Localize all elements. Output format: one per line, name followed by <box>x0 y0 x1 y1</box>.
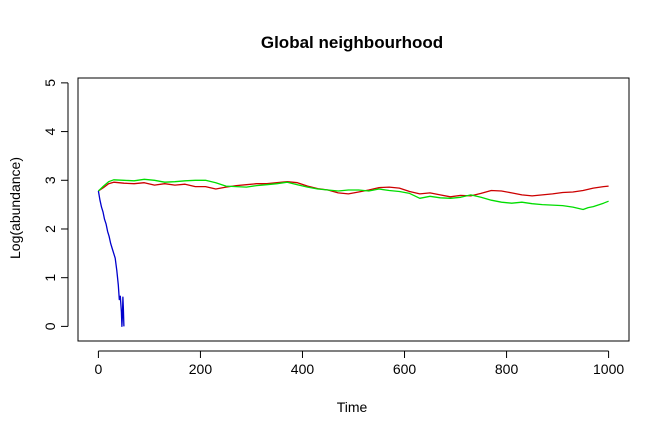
x-tick-label: 600 <box>393 361 417 377</box>
chart-title: Global neighbourhood <box>261 33 443 52</box>
series-layer <box>97 178 609 328</box>
ticks-layer: 0 200 400 600 800 1000 0 1 2 3 4 5 <box>42 79 624 377</box>
y-tick-label: 3 <box>42 176 58 184</box>
x-tick-label: 200 <box>189 361 213 377</box>
x-tick-label: 0 <box>95 361 103 377</box>
x-tick-label: 800 <box>495 361 519 377</box>
y-tick-label: 2 <box>42 225 58 233</box>
y-tick-label: 0 <box>42 322 58 330</box>
y-tick-label: 4 <box>42 127 58 135</box>
x-axis-label: Time <box>337 399 368 415</box>
y-tick-label: 1 <box>42 274 58 282</box>
series-line-3 <box>97 190 125 328</box>
series-line-1 <box>98 181 609 198</box>
x-tick-label: 400 <box>291 361 315 377</box>
y-tick-label: 5 <box>42 79 58 87</box>
plot-frame <box>77 77 630 342</box>
x-tick-label: 1000 <box>593 361 624 377</box>
y-axis-label: Log(abundance) <box>7 157 23 259</box>
series-line-2 <box>97 178 609 211</box>
